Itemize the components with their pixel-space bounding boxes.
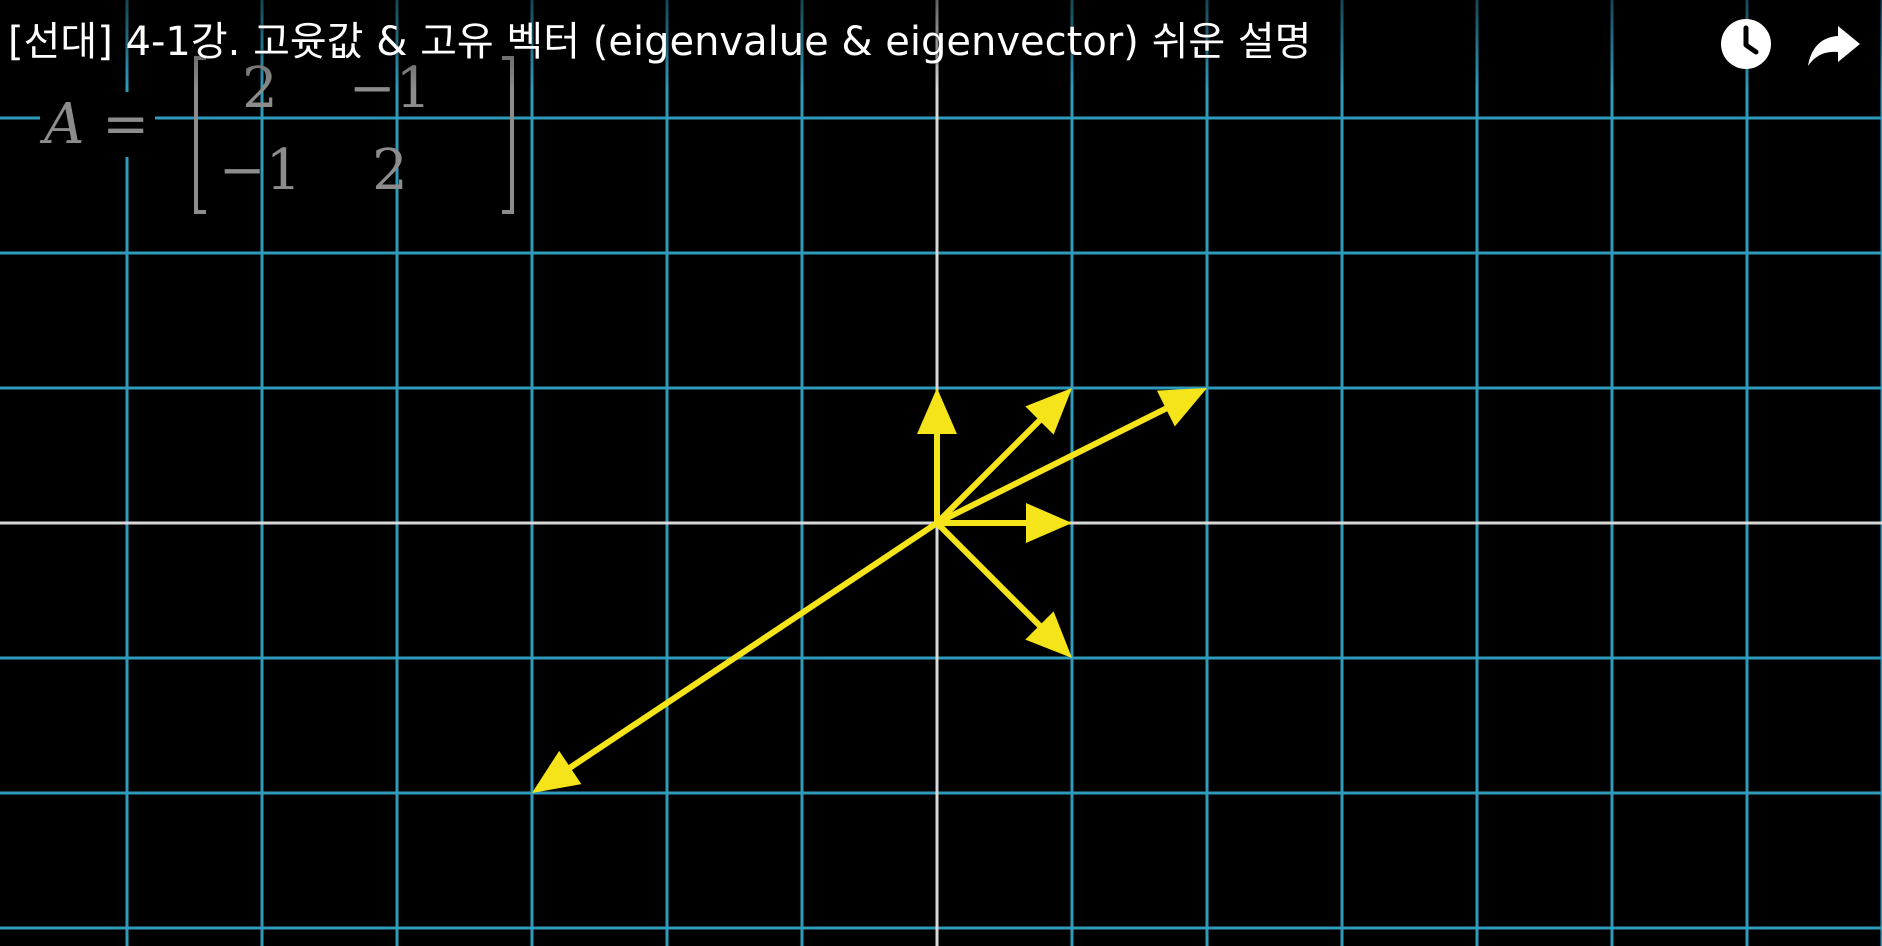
clock-icon (1721, 19, 1771, 69)
vector-down-right (934, 520, 1072, 658)
vector-right-arrowhead (1026, 503, 1072, 543)
vector-long-down-left (532, 520, 940, 793)
vector-down-right-shaft (934, 520, 1046, 632)
vector-long-up-right-shaft (934, 403, 1173, 526)
vector-down-right-arrowhead (1025, 611, 1072, 658)
share-arrow-icon (1808, 26, 1860, 66)
vector-diagonal (934, 388, 1072, 526)
vector-up (917, 388, 957, 526)
vector-long-down-left-shaft (563, 520, 940, 773)
vector-diagonal-arrowhead (1025, 388, 1072, 435)
matrix-cell-2-2: 2 (372, 138, 408, 203)
title-bar: [선대] 4-1강. 고윳값 & 고유 벡터 (eigenvalue & eig… (0, 0, 1882, 90)
vector-long-down-left-arrowhead (532, 750, 582, 793)
matrix-cell-2-1: −1 (218, 138, 302, 203)
watch-later-button[interactable] (1718, 16, 1774, 72)
vector-right (934, 503, 1072, 543)
share-button[interactable] (1806, 16, 1862, 72)
matrix-label: A = (40, 92, 156, 157)
vector-long-up-right (934, 388, 1207, 526)
video-title[interactable]: [선대] 4-1강. 고윳값 & 고유 벡터 (eigenvalue & eig… (8, 19, 1312, 65)
vector-long-up-right-arrowhead (1156, 388, 1207, 427)
vector-diagonal-shaft (934, 414, 1046, 526)
vector-up-arrowhead (917, 388, 957, 434)
